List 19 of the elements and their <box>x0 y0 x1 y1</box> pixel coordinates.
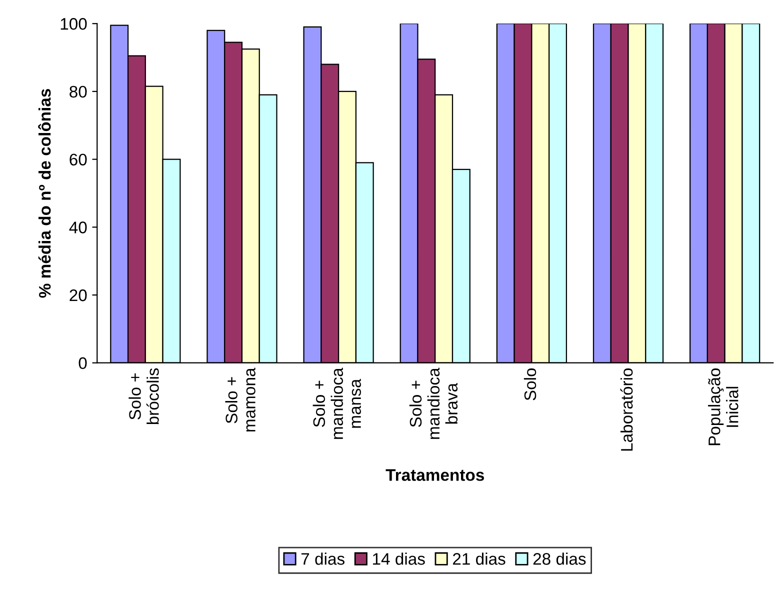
x-tick-label: Solo <box>524 368 536 400</box>
legend-label: 28 dias <box>533 552 586 565</box>
x-tick-label: Solo + mandioca mansa <box>312 368 361 439</box>
x-tick-label: Solo + mandioca brava <box>409 368 458 439</box>
x-tick-label: Solo + mamona <box>225 368 256 432</box>
y-tick-label: 40 <box>69 222 87 234</box>
x-tick-label: Laboratório <box>620 368 633 451</box>
legend-label: 14 dias <box>373 552 425 565</box>
y-tick-label: 0 <box>78 357 87 370</box>
legend-label: 21 dias <box>452 552 506 565</box>
legend-label: 7 dias <box>301 552 344 565</box>
x-tick-label: População Inicial <box>708 368 738 446</box>
x-tick-label: Solo + brócolis <box>128 368 159 424</box>
y-axis-title: % média do nº de colônias <box>38 88 51 298</box>
y-tick-label: 100 <box>60 18 87 30</box>
y-tick-label: 60 <box>70 154 87 166</box>
y-tick-label: 20 <box>70 289 87 302</box>
x-axis-title: Tratamentos <box>386 469 484 481</box>
y-tick-label: 80 <box>70 86 87 98</box>
